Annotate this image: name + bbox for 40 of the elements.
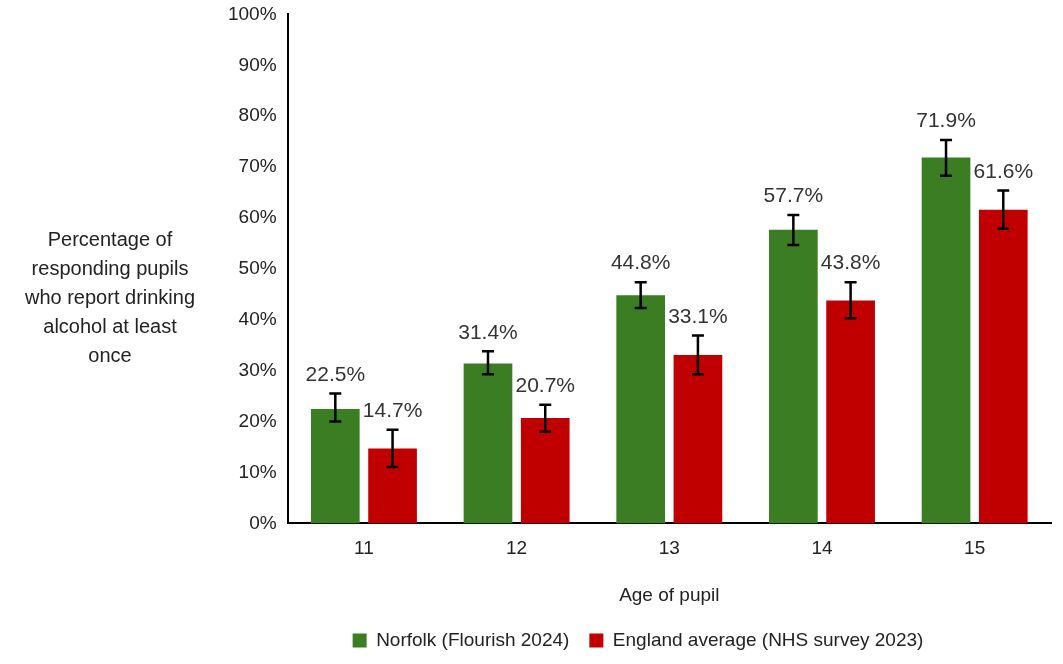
y-tick-label: 0%	[249, 511, 277, 533]
data-label: 22.5%	[305, 361, 366, 385]
x-tick-label: 13	[658, 537, 680, 559]
legend-label: England average (NHS survey 2023)	[612, 628, 924, 650]
bar	[769, 229, 818, 524]
data-label: 14.7%	[362, 398, 423, 422]
bar	[978, 209, 1028, 524]
x-tick-label: 14	[811, 537, 833, 559]
x-axis-title: Age of pupil	[619, 583, 720, 605]
bar	[310, 408, 360, 524]
y-tick-label: 20%	[238, 409, 277, 431]
data-label: 31.4%	[458, 319, 518, 343]
y-tick-label: 60%	[238, 206, 277, 228]
x-tick-label: 12	[506, 537, 528, 559]
y-tick-label: 50%	[238, 257, 277, 279]
data-label: 61.6%	[973, 158, 1034, 182]
data-label: 33.1%	[668, 303, 728, 327]
data-label: 57.7%	[763, 183, 824, 207]
data-label: 43.8%	[820, 250, 881, 274]
y-tick-label: 70%	[238, 155, 277, 177]
x-tick-label: 15	[964, 537, 986, 559]
data-label: 44.8%	[610, 250, 671, 274]
bar	[368, 448, 417, 524]
y-tick-label: 80%	[238, 104, 277, 126]
legend-label: Norfolk (Flourish 2024)	[376, 628, 570, 650]
bar	[463, 363, 513, 524]
y-tick-label: 90%	[238, 53, 277, 75]
y-tick-label: 40%	[238, 308, 277, 330]
y-tick-label: 100%	[227, 2, 277, 24]
bar	[921, 157, 971, 524]
y-tick-label: 30%	[238, 358, 277, 380]
bar	[616, 295, 665, 524]
bar	[673, 354, 723, 524]
bar	[520, 418, 570, 524]
x-tick-label: 11	[354, 537, 374, 559]
y-tick-label: 10%	[238, 460, 277, 482]
y-axis-title: Percentage of responding pupils who report drinking alcohol at least once	[23, 227, 197, 368]
data-label: 71.9%	[916, 108, 976, 132]
bar	[826, 300, 875, 524]
data-label: 20.7%	[515, 373, 576, 397]
